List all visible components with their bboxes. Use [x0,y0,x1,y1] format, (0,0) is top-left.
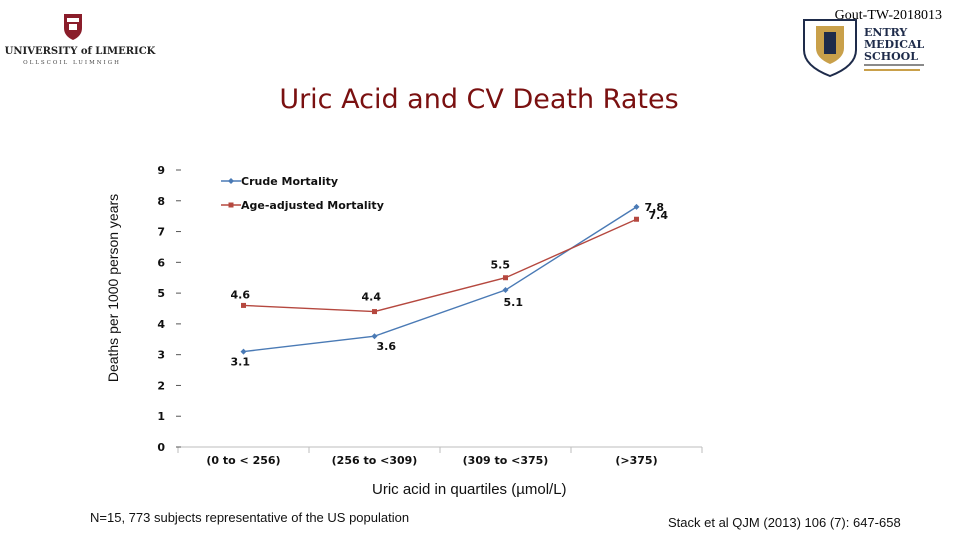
entry-medical-school-logo: ENTRY MEDICAL SCHOOL [803,19,925,78]
corner-tag: Gout-TW-2018013 [834,8,942,23]
age-adjusted-mortality-data-label: 7.4 [649,209,669,222]
x-axis-label: Uric acid in quartiles (µmol/L) [372,481,567,498]
age-adjusted-mortality-data-label: 5.5 [491,259,511,272]
crude-mortality-data-label: 7.8 [645,201,665,214]
right-logo-subtext-mark [864,64,924,66]
legend-label: Crude Mortality [241,175,338,188]
right-logo-subtext-mark [864,69,920,71]
age-adjusted-mortality-line [243,218,637,313]
legend-label: Age-adjusted Mortality [241,199,384,212]
y-tick-label: 2 [157,379,165,392]
y-tick-label: 9 [157,164,165,177]
y-tick-label: 7 [157,226,165,239]
left-logo-text: UNIVERSITY of LIMERICK [5,46,156,57]
crude-mortality-point [502,287,509,294]
crude-mortality-line [243,206,637,353]
university-of-limerick-logo: UNIVERSITY of LIMERICK OLLSCOIL LUIMNIGH [5,14,156,66]
right-logo-line-2: MEDICAL [864,38,925,51]
y-tick-label: 5 [157,287,165,300]
crude-mortality-point [371,333,378,340]
right-logo-line-1: ENTRY [864,26,907,39]
x-tick-label: (0 to < 256) [206,454,280,467]
crude-mortality-point [633,203,640,210]
slide-title: Uric Acid and CV Death Rates [279,84,679,115]
age-adjusted-mortality-point [503,275,508,281]
crest-icon [64,14,82,40]
age-adjusted-mortality-point [372,309,377,315]
y-tick-label: 6 [157,256,165,269]
y-tick-label: 8 [157,195,165,208]
legend-marker [228,178,234,184]
shield-icon [803,19,857,78]
x-tick-label: (256 to <309) [332,454,418,467]
y-tick-label: 0 [157,441,165,454]
y-tick-label: 3 [157,349,165,362]
age-adjusted-mortality-point [241,302,246,308]
x-tick-label: (>375) [615,454,657,467]
crude-mortality-data-label: 3.1 [231,356,251,369]
crude-mortality-data-label: 5.1 [504,296,524,309]
age-adjusted-mortality-data-label: 4.6 [231,288,251,301]
age-adjusted-mortality-data-label: 4.4 [362,291,382,304]
left-logo-subtext: OLLSCOIL LUIMNIGH [23,60,121,66]
crude-mortality-data-label: 3.6 [377,340,397,353]
age-adjusted-mortality-point [634,216,639,222]
legend-marker [228,202,234,208]
footnote: N=15, 773 subjects representative of the… [90,510,410,525]
x-tick-label: (309 to <375) [463,454,549,467]
citation: Stack et al QJM (2013) 106 (7): 647-658 [668,515,901,530]
right-logo-line-3: SCHOOL [864,50,918,63]
crude-mortality-point [240,348,247,355]
y-tick-label: 4 [157,318,165,331]
y-tick-label: 1 [157,410,165,423]
